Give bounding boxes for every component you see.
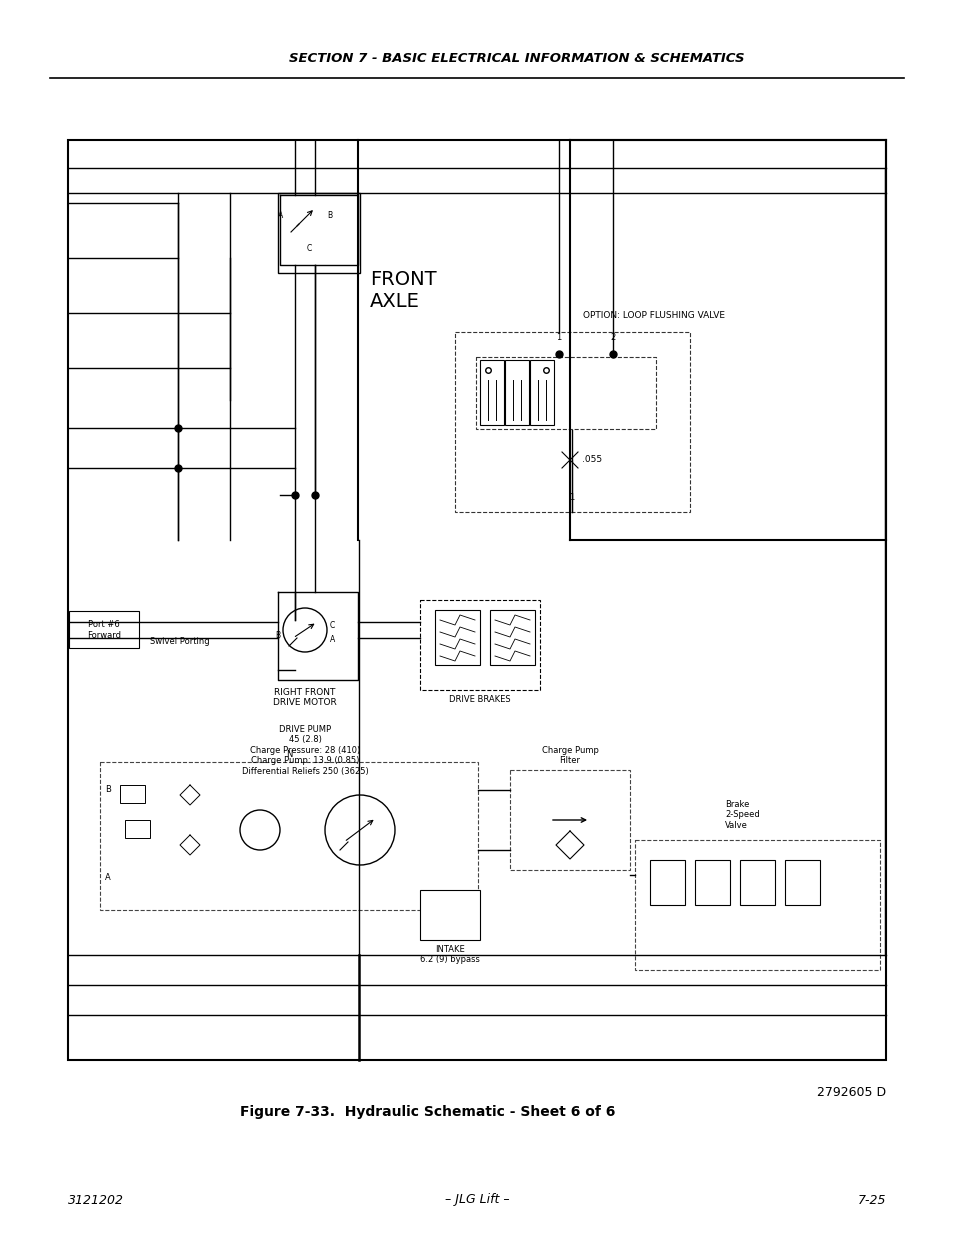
Bar: [530, 359, 554, 425]
Bar: [419, 890, 479, 940]
Text: RIGHT FRONT
DRIVE MOTOR: RIGHT FRONT DRIVE MOTOR: [273, 688, 336, 708]
Text: .055: .055: [581, 456, 601, 464]
Text: A: A: [277, 211, 283, 221]
Text: 2792605 D: 2792605 D: [816, 1086, 885, 1098]
Text: Brake
2-Speed
Valve: Brake 2-Speed Valve: [724, 800, 759, 830]
Bar: [120, 785, 145, 803]
Text: – JLG Lift –: – JLG Lift –: [444, 1193, 509, 1207]
Bar: [435, 610, 479, 664]
Text: B: B: [105, 785, 111, 794]
Text: A: A: [105, 873, 111, 882]
Text: Port #6
Forward: Port #6 Forward: [87, 620, 121, 640]
Text: SECTION 7 - BASIC ELECTRICAL INFORMATION & SCHEMATICS: SECTION 7 - BASIC ELECTRICAL INFORMATION…: [289, 52, 744, 65]
Bar: [68, 140, 885, 1060]
FancyBboxPatch shape: [69, 611, 139, 648]
Bar: [479, 359, 503, 425]
Text: N: N: [286, 750, 292, 760]
Text: B: B: [274, 631, 280, 640]
Text: A: A: [330, 636, 335, 645]
Bar: [635, 840, 879, 969]
Text: Swivel Porting: Swivel Porting: [150, 637, 210, 646]
Text: 1: 1: [569, 493, 574, 501]
Text: C: C: [330, 620, 335, 630]
Bar: [649, 860, 684, 905]
Bar: [510, 769, 629, 869]
Bar: [740, 860, 774, 905]
Text: Charge Pump
Filter: Charge Pump Filter: [541, 746, 598, 764]
Text: B: B: [327, 211, 332, 221]
Text: DRIVE BRAKES: DRIVE BRAKES: [449, 695, 510, 704]
Bar: [490, 610, 535, 664]
Bar: [100, 762, 477, 910]
Bar: [419, 600, 539, 690]
Text: 1: 1: [556, 333, 561, 342]
Text: OPTION: LOOP FLUSHING VALVE: OPTION: LOOP FLUSHING VALVE: [582, 311, 724, 320]
Text: Figure 7-33.  Hydraulic Schematic - Sheet 6 of 6: Figure 7-33. Hydraulic Schematic - Sheet…: [240, 1105, 615, 1119]
Text: C: C: [307, 245, 312, 253]
Text: 7-25: 7-25: [857, 1193, 885, 1207]
Bar: [476, 357, 656, 429]
Bar: [695, 860, 729, 905]
Bar: [455, 332, 689, 513]
Text: 3121202: 3121202: [68, 1193, 124, 1207]
Bar: [125, 820, 150, 839]
Bar: [277, 193, 359, 273]
Text: FRONT
AXLE: FRONT AXLE: [370, 270, 436, 311]
Text: 2: 2: [610, 333, 615, 342]
Bar: [504, 359, 529, 425]
Text: INTAKE
6.2 (9) bypass: INTAKE 6.2 (9) bypass: [419, 945, 479, 965]
Bar: [784, 860, 820, 905]
Text: DRIVE PUMP
45 (2.8)
Charge Pressure: 28 (410)
Charge Pump: 13.9 (0.85)
Different: DRIVE PUMP 45 (2.8) Charge Pressure: 28 …: [241, 725, 368, 776]
